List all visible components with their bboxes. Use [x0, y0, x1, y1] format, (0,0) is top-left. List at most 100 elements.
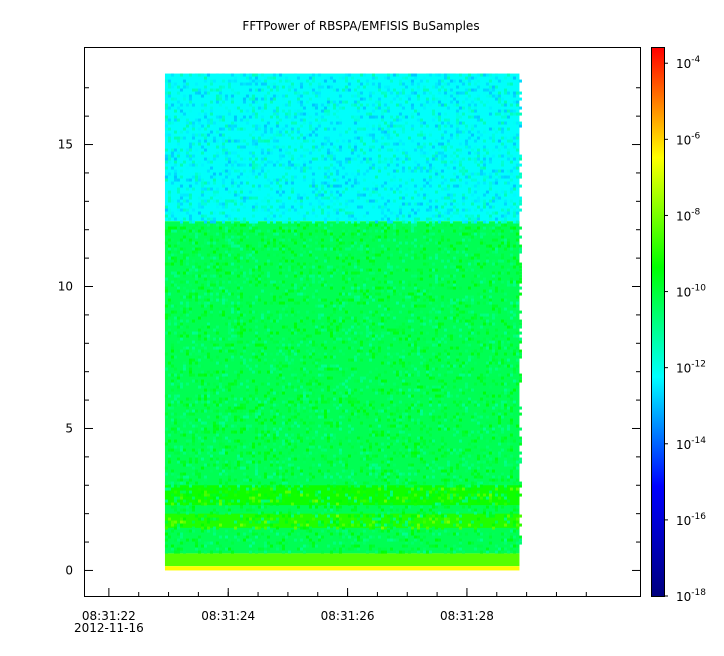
spectrogram-cell	[200, 145, 204, 149]
spectrogram-cell	[215, 298, 219, 302]
spectrogram-cell	[443, 304, 447, 308]
spectrogram-cell	[170, 85, 174, 89]
spectrogram-cell	[473, 259, 477, 263]
spectrogram-cell	[446, 385, 450, 389]
spectrogram-cell	[302, 298, 306, 302]
spectrogram-cell	[329, 334, 333, 338]
spectrogram-cell	[239, 340, 243, 344]
spectrogram-cell	[173, 253, 177, 257]
spectrogram-cell	[467, 109, 471, 113]
spectrogram-cell	[299, 319, 303, 323]
spectrogram-cell	[350, 277, 354, 281]
spectrogram-cell	[443, 148, 447, 152]
spectrogram-cell	[200, 370, 204, 374]
spectrogram-cell	[362, 292, 366, 296]
spectrogram-cell	[488, 187, 492, 191]
spectrogram-cell	[386, 256, 390, 260]
spectrogram-cell	[167, 100, 171, 104]
spectrogram-cell	[260, 106, 264, 110]
spectrogram-cell	[278, 370, 282, 374]
spectrogram-cell	[365, 232, 369, 236]
spectrogram-cell	[491, 88, 495, 92]
spectrogram-cell	[410, 229, 414, 233]
spectrogram-cell	[257, 79, 261, 83]
spectrogram-cell	[215, 268, 219, 272]
spectrogram-cell	[215, 346, 219, 350]
spectrogram-cell	[317, 121, 321, 125]
spectrogram-cell	[374, 391, 378, 395]
spectrogram-cell	[257, 163, 261, 167]
spectrogram-cell	[359, 370, 363, 374]
spectrogram-cell	[350, 292, 354, 296]
spectrogram-cell	[443, 217, 447, 221]
spectrogram-cell	[365, 199, 369, 203]
spectrogram-cell	[176, 394, 180, 398]
spectrogram-cell	[218, 202, 222, 206]
spectrogram-cell	[512, 187, 516, 191]
spectrogram-cell	[473, 172, 477, 176]
spectrogram-cell	[239, 109, 243, 113]
spectrogram-cell	[179, 349, 183, 353]
spectrogram-cell	[203, 106, 207, 110]
spectrogram-cell	[518, 112, 522, 116]
spectrogram-cell	[308, 274, 312, 278]
spectrogram-cell	[332, 112, 336, 116]
spectrogram-cell	[428, 91, 432, 95]
spectrogram-cell	[233, 97, 237, 101]
spectrogram-cell	[425, 97, 429, 101]
spectrogram-cell	[326, 229, 330, 233]
spectrogram-cell	[416, 292, 420, 296]
spectrogram-cell	[254, 196, 258, 200]
spectrogram-cell	[440, 295, 444, 299]
spectrogram-cell	[293, 91, 297, 95]
spectrogram-cell	[218, 226, 222, 230]
spectrogram-cell	[467, 97, 471, 101]
spectrogram-cell	[452, 331, 456, 335]
spectrogram-cell	[176, 85, 180, 89]
spectrogram-cell	[395, 91, 399, 95]
spectrogram-cell	[386, 346, 390, 350]
spectrogram-cell	[401, 169, 405, 173]
spectrogram-cell	[254, 283, 258, 287]
spectrogram-cell	[503, 121, 507, 125]
spectrogram-cell	[503, 307, 507, 311]
spectrogram-cell	[182, 331, 186, 335]
spectrogram-cell	[410, 319, 414, 323]
spectrogram-cell	[197, 349, 201, 353]
spectrogram-cell	[458, 373, 462, 377]
spectrogram-cell	[392, 319, 396, 323]
spectrogram-cell	[458, 352, 462, 356]
spectrogram-cell	[497, 133, 501, 137]
spectrogram-cell	[263, 163, 267, 167]
spectrogram-cell	[470, 229, 474, 233]
spectrogram-cell	[188, 220, 192, 224]
spectrogram-cell	[245, 244, 249, 248]
spectrogram-cell	[458, 268, 462, 272]
spectrogram-cell	[197, 178, 201, 182]
spectrogram-cell	[245, 343, 249, 347]
spectrogram-cell	[206, 229, 210, 233]
spectrogram-cell	[365, 82, 369, 86]
spectrogram-cell	[227, 172, 231, 176]
spectrogram-cell	[491, 286, 495, 290]
spectrogram-cell	[455, 346, 459, 350]
spectrogram-cell	[287, 208, 291, 212]
spectrogram-cell	[320, 328, 324, 332]
spectrogram-cell	[239, 139, 243, 143]
spectrogram-cell	[428, 163, 432, 167]
spectrogram-cell	[383, 319, 387, 323]
spectrogram-cell	[395, 244, 399, 248]
spectrogram-cell	[494, 199, 498, 203]
spectrogram-cell	[245, 379, 249, 383]
spectrogram-cell	[251, 256, 255, 260]
spectrogram-cell	[311, 88, 315, 92]
spectrogram-cell	[299, 247, 303, 251]
spectrogram-cell	[389, 250, 393, 254]
spectrogram-cell	[479, 325, 483, 329]
spectrogram-cell	[191, 208, 195, 212]
spectrogram-cell	[203, 295, 207, 299]
spectrogram-cell	[509, 187, 513, 191]
spectrogram-cell	[227, 112, 231, 116]
spectrogram-cell	[410, 88, 414, 92]
spectrogram-cell	[191, 133, 195, 137]
